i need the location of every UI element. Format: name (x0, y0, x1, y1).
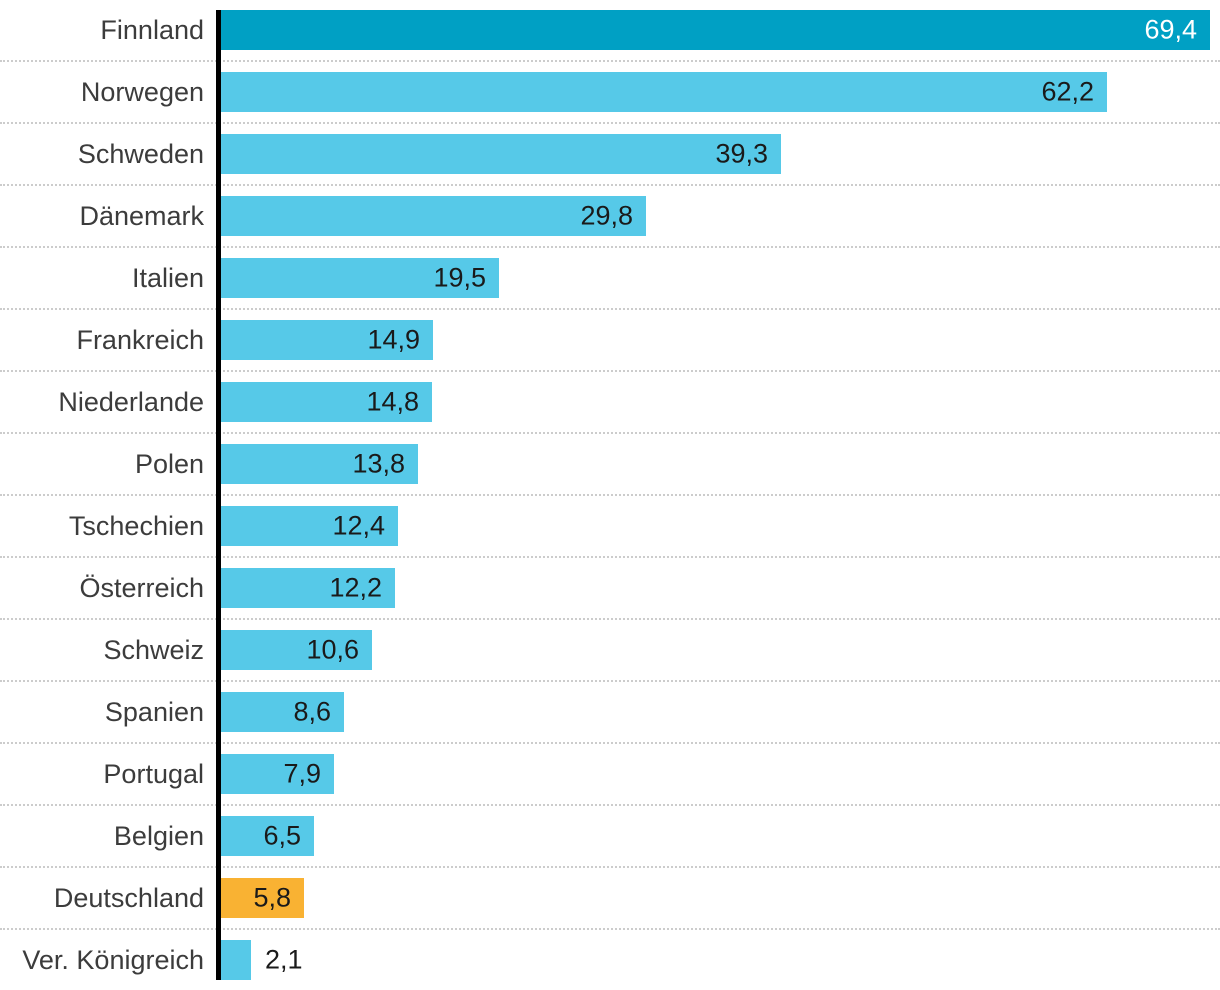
category-label-sterreich: Österreich (79, 572, 204, 603)
chart-row-schweiz: Schweiz 10,6 (0, 620, 1220, 682)
category-label-portugal: Portugal (103, 758, 204, 789)
plot-area: 12,2 (216, 558, 1220, 618)
bar-belgien: 6,5 (221, 816, 314, 856)
value-label-sterreich: 12,2 (329, 572, 382, 603)
category-label-norwegen: Norwegen (80, 76, 204, 107)
value-label-schweden: 39,3 (715, 138, 768, 169)
bar-niederlande: 14,8 (221, 382, 432, 422)
plot-area: 69,4 (216, 0, 1220, 60)
value-label-belgien: 6,5 (263, 820, 301, 851)
chart-row-schweden: Schweden 39,3 (0, 124, 1220, 186)
plot-area: 62,2 (216, 62, 1220, 122)
chart-row-tschechien: Tschechien 12,4 (0, 496, 1220, 558)
plot-area: 5,8 (216, 868, 1220, 928)
plot-area: 13,8 (216, 434, 1220, 494)
category-label-niederlande: Niederlande (58, 386, 204, 417)
plot-area: 6,5 (216, 806, 1220, 866)
value-label-deutschland: 5,8 (253, 882, 291, 913)
chart-row-finnland: Finnland 69,4 (0, 0, 1220, 62)
value-label-norwegen: 62,2 (1041, 76, 1094, 107)
value-label-finnland: 69,4 (1144, 14, 1197, 45)
bar-tschechien: 12,4 (221, 506, 398, 546)
bar-d-nemark: 29,8 (221, 196, 646, 236)
value-label-spanien: 8,6 (293, 696, 331, 727)
plot-area: 14,8 (216, 372, 1220, 432)
chart-row-belgien: Belgien 6,5 (0, 806, 1220, 868)
chart-row-ver-k-nigreich: Ver. Königreich 2,1 (0, 930, 1220, 990)
bar-frankreich: 14,9 (221, 320, 433, 360)
chart-row-sterreich: Österreich 12,2 (0, 558, 1220, 620)
category-label-finnland: Finnland (100, 14, 204, 45)
plot-area: 29,8 (216, 186, 1220, 246)
value-label-niederlande: 14,8 (366, 386, 419, 417)
value-label-d-nemark: 29,8 (580, 200, 633, 231)
category-label-italien: Italien (131, 262, 204, 293)
bar-deutschland: 5,8 (221, 878, 304, 918)
value-label-polen: 13,8 (352, 448, 405, 479)
plot-area: 7,9 (216, 744, 1220, 804)
chart-row-frankreich: Frankreich 14,9 (0, 310, 1220, 372)
bar-schweden: 39,3 (221, 134, 781, 174)
plot-area: 19,5 (216, 248, 1220, 308)
plot-area: 12,4 (216, 496, 1220, 556)
plot-area: 10,6 (216, 620, 1220, 680)
bar-finnland: 69,4 (221, 10, 1210, 50)
bar-polen: 13,8 (221, 444, 418, 484)
value-label-ver-k-nigreich: 2,1 (265, 944, 303, 975)
value-label-italien: 19,5 (433, 262, 486, 293)
chart-row-niederlande: Niederlande 14,8 (0, 372, 1220, 434)
y-axis-line (216, 10, 221, 980)
chart-row-polen: Polen 13,8 (0, 434, 1220, 496)
category-label-tschechien: Tschechien (68, 510, 204, 541)
chart-row-spanien: Spanien 8,6 (0, 682, 1220, 744)
category-label-schweden: Schweden (77, 138, 204, 169)
value-label-schweiz: 10,6 (306, 634, 359, 665)
category-label-ver-k-nigreich: Ver. Königreich (22, 944, 204, 975)
value-label-tschechien: 12,4 (332, 510, 385, 541)
bar-spanien: 8,6 (221, 692, 344, 732)
bar-norwegen: 62,2 (221, 72, 1107, 112)
category-label-deutschland: Deutschland (53, 882, 204, 913)
chart-row-portugal: Portugal 7,9 (0, 744, 1220, 806)
chart-row-italien: Italien 19,5 (0, 248, 1220, 310)
category-label-schweiz: Schweiz (103, 634, 204, 665)
chart-row-d-nemark: Dänemark 29,8 (0, 186, 1220, 248)
category-label-belgien: Belgien (113, 820, 204, 851)
bar-ver-k-nigreich: 2,1 (221, 940, 303, 980)
chart-row-deutschland: Deutschland 5,8 (0, 868, 1220, 930)
plot-area: 8,6 (216, 682, 1220, 742)
plot-area: 39,3 (216, 124, 1220, 184)
bar-schweiz: 10,6 (221, 630, 372, 670)
category-label-frankreich: Frankreich (76, 324, 204, 355)
value-label-frankreich: 14,9 (367, 324, 420, 355)
bar-sterreich: 12,2 (221, 568, 395, 608)
category-label-d-nemark: Dänemark (79, 200, 204, 231)
plot-area: 14,9 (216, 310, 1220, 370)
bar-portugal: 7,9 (221, 754, 334, 794)
value-label-portugal: 7,9 (283, 758, 321, 789)
bar-italien: 19,5 (221, 258, 499, 298)
category-label-spanien: Spanien (104, 696, 204, 727)
plot-area: 2,1 (216, 930, 1220, 990)
category-label-polen: Polen (134, 448, 204, 479)
chart-row-norwegen: Norwegen 62,2 (0, 62, 1220, 124)
